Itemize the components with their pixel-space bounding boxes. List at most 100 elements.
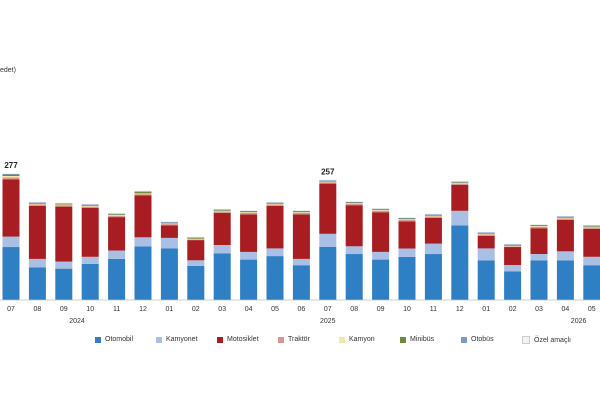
- bar-segment--zel-ama-l--16: [424, 213, 442, 215]
- x-tick-label: 03: [535, 306, 543, 313]
- bar-segment-motosiklet-0: [2, 179, 20, 237]
- bar-segment-minib-s-1: [28, 203, 46, 204]
- bar-segment-otomobil-0: [2, 247, 20, 300]
- bar-segment-trakt-r-2: [55, 205, 73, 207]
- bar-segment--zel-ama-l--6: [160, 221, 178, 222]
- bar-segment-otomobil-15: [398, 256, 416, 300]
- bar-segment--zel-ama-l--9: [240, 210, 258, 211]
- bar-segment-kamyon-15: [398, 219, 416, 220]
- x-tick-label: 09: [377, 306, 385, 313]
- bar-segment-kamyon-5: [134, 193, 152, 195]
- x-tick-label: 08: [350, 306, 358, 313]
- bar-segment-kamyonet-9: [240, 251, 258, 260]
- bar-segment-minib-s-11: [292, 211, 310, 213]
- bar-segment-otob-s-9: [240, 210, 258, 212]
- bar-segment-kamyonet-16: [424, 243, 442, 255]
- legend-label: Otobüs: [471, 336, 494, 343]
- bar-segment-otomobil-9: [240, 259, 258, 300]
- bar-segment-otomobil-1: [28, 267, 46, 300]
- bar-segment-otob-s-13: [345, 201, 363, 203]
- bar-segment-motosiklet-15: [398, 221, 416, 249]
- legend-item: Otobüs: [461, 336, 494, 343]
- bar-segment-motosiklet-22: [583, 228, 600, 257]
- bar-segment-kamyon-3: [81, 205, 99, 207]
- bar-segment-trakt-r-12: [319, 182, 337, 184]
- bar-segment-otomobil-8: [213, 253, 231, 300]
- bar-segment-otob-s-10: [266, 202, 284, 204]
- bar-segment-kamyon-18: [477, 233, 495, 235]
- bar-segment-otob-s-17: [451, 181, 469, 183]
- bar-segment-kamyonet-21: [556, 251, 574, 261]
- bar-segment-kamyon-20: [530, 226, 548, 227]
- bar-segment-trakt-r-21: [556, 218, 574, 220]
- legend-item: Traktör: [278, 336, 310, 343]
- bar-segment-kamyonet-12: [319, 233, 337, 247]
- legend-item: Otomobil: [95, 336, 133, 343]
- bar-segment--zel-ama-l--20: [530, 224, 548, 225]
- bar-segment-kamyonet-3: [81, 256, 99, 264]
- bar-segment-kamyon-22: [583, 226, 600, 228]
- bar-segment-motosiklet-7: [187, 240, 205, 261]
- bar-segment-motosiklet-20: [530, 228, 548, 254]
- bar-segment-otob-s-19: [504, 244, 522, 245]
- bar-segment-motosiklet-19: [504, 247, 522, 266]
- bar-segment-otob-s-21: [556, 216, 574, 218]
- bar-segment-otob-s-18: [477, 232, 495, 234]
- legend-label: Minibüs: [410, 336, 435, 343]
- bar-segment-otob-s-1: [28, 202, 46, 204]
- bar-segment-otomobil-17: [451, 225, 469, 300]
- bar-segment-minib-s-10: [266, 203, 284, 204]
- x-tick-label: 07: [324, 306, 332, 313]
- bar-segment-otomobil-13: [345, 254, 363, 300]
- x-tick-label: 04: [245, 306, 253, 313]
- bar-segment-minib-s-13: [345, 202, 363, 204]
- bar-segment-kamyonet-10: [266, 248, 284, 257]
- bar-segment-minib-s-22: [583, 226, 600, 227]
- bar-segment-minib-s-2: [55, 203, 73, 205]
- legend-label: Kamyonet: [166, 336, 198, 343]
- bar-segment-minib-s-21: [556, 217, 574, 218]
- x-tick-label: 11: [430, 306, 437, 313]
- legend-swatch: [217, 336, 223, 343]
- year-labels: 2024 2025 2026: [69, 318, 586, 325]
- bar-segment-kamyonet-17: [451, 210, 469, 226]
- bar-segment-minib-s-14: [372, 209, 390, 211]
- bar-segment-trakt-r-9: [240, 212, 258, 215]
- bar-segment--zel-ama-l--7: [187, 236, 205, 238]
- bar-segment-kamyon-9: [240, 212, 258, 213]
- bar-segment-kamyonet-5: [134, 237, 152, 247]
- bar-segment-minib-s-15: [398, 218, 416, 220]
- bar-segment-otob-s-12: [319, 180, 337, 181]
- x-tick-label: 04: [562, 306, 570, 313]
- legend-swatch: [339, 336, 345, 343]
- bar-segment-otob-s-7: [187, 237, 205, 238]
- bar-segment-motosiklet-8: [213, 212, 231, 245]
- bar-segment-trakt-r-7: [187, 239, 205, 241]
- bar-segment-trakt-r-10: [266, 204, 284, 206]
- bar-segment-kamyonet-2: [55, 261, 73, 269]
- bar-segment-motosiklet-5: [134, 195, 152, 238]
- bar-segment--zel-ama-l--4: [108, 212, 126, 214]
- bar-segment-kamyon-13: [345, 203, 363, 204]
- bar-segment-trakt-r-1: [28, 204, 46, 206]
- bar-segment-trakt-r-14: [372, 210, 390, 213]
- bar-segment-trakt-r-8: [213, 211, 231, 213]
- bar-segment-kamyonet-7: [187, 260, 205, 266]
- legend-label: Traktör: [288, 336, 310, 343]
- bar-segment-motosiklet-3: [81, 208, 99, 257]
- bar-segment--zel-ama-l--21: [556, 215, 574, 217]
- bar-segment-otomobil-19: [504, 271, 522, 300]
- bar-segment-trakt-r-4: [108, 215, 126, 218]
- bar-segment-minib-s-12: [319, 180, 337, 182]
- bar-segment-otomobil-22: [583, 265, 600, 300]
- bar-segment-otomobil-6: [160, 248, 178, 300]
- legend-item: Kamyonet: [156, 336, 198, 343]
- bar-segment-kamyonet-8: [213, 245, 231, 254]
- bar-segment-otob-s-11: [292, 210, 310, 212]
- bar-segment-kamyonet-6: [160, 238, 178, 249]
- bar-segment-otob-s-20: [530, 224, 548, 226]
- bar-segment-otomobil-10: [266, 256, 284, 300]
- bar-segment-kamyon-8: [213, 210, 231, 212]
- legend-swatch: [522, 336, 530, 344]
